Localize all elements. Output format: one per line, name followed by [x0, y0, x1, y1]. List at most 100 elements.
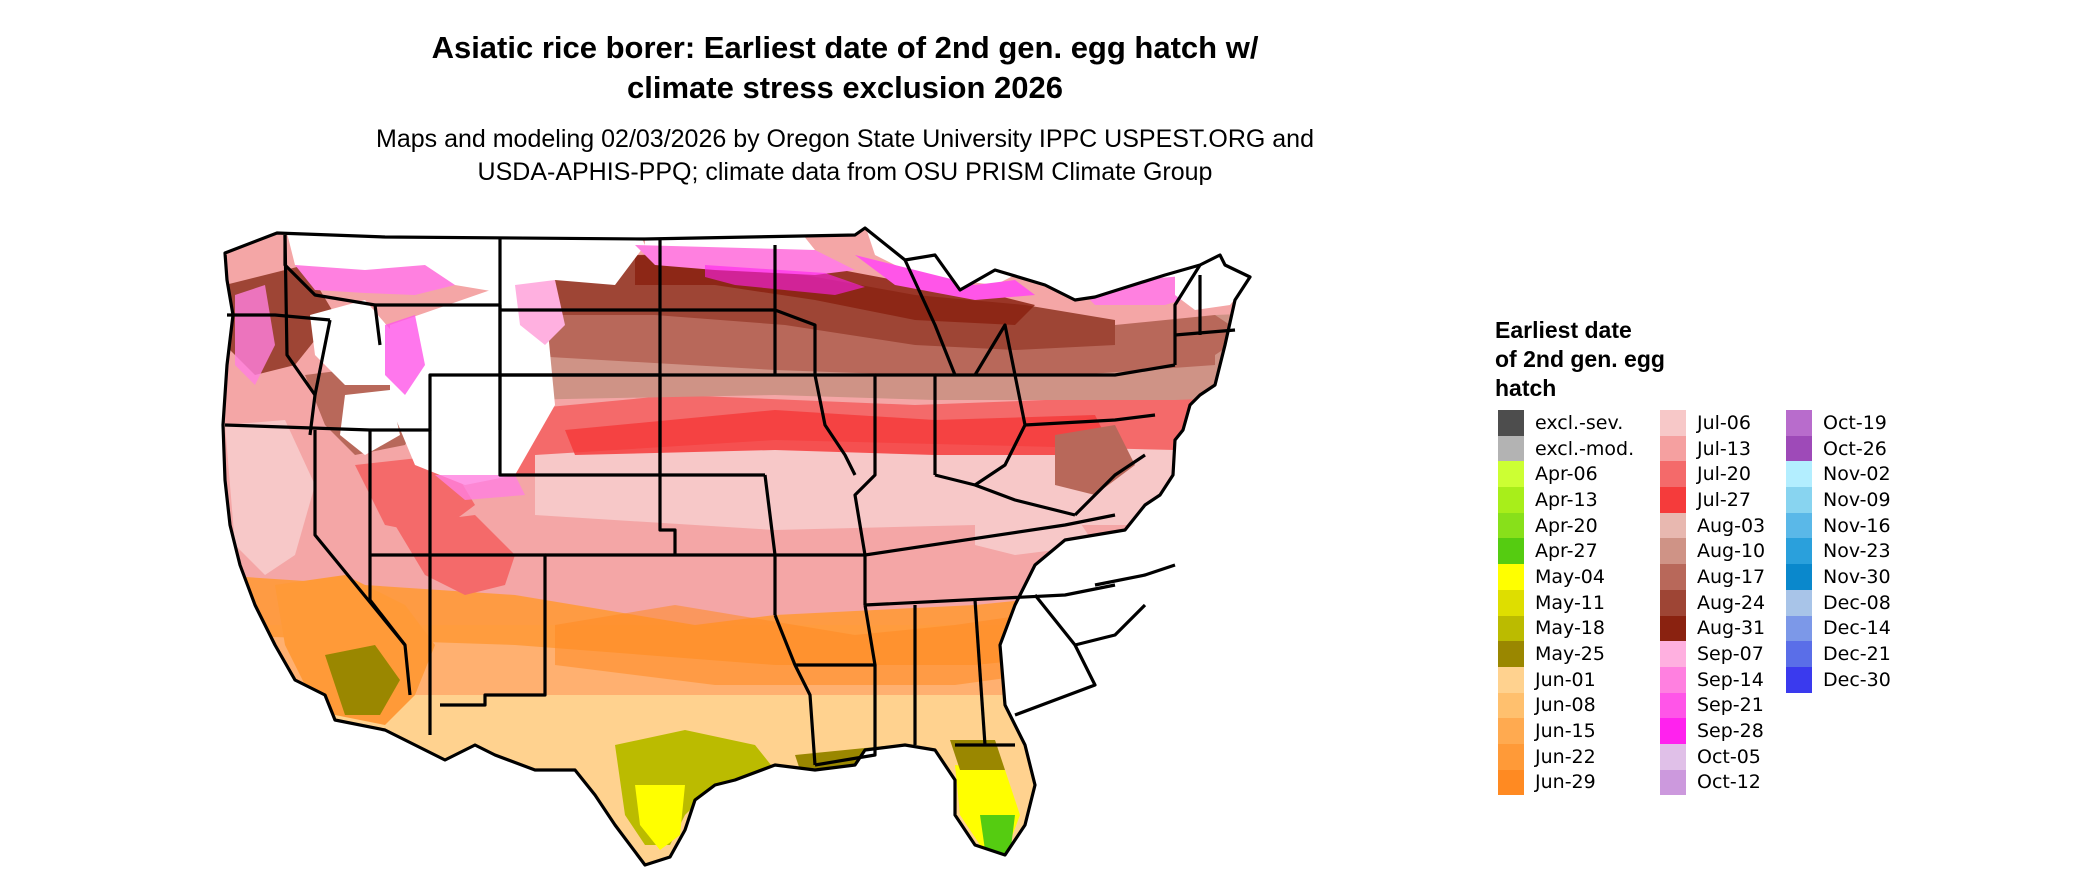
legend-column-1: excl.-sev. excl.-mod. Apr-06 Apr-13 Apr-20 Ap… [1498, 410, 1635, 796]
legend-label: Sep-28 [1697, 720, 1764, 743]
legend-label: Oct-12 [1697, 771, 1761, 794]
legend-swatch [1498, 718, 1524, 744]
map-title-line-2: climate stress exclusion 2026 [627, 70, 1063, 105]
legend-swatch [1498, 666, 1524, 693]
legend-item: Sep-28 [1660, 718, 1765, 744]
legend-swatch [1660, 487, 1686, 513]
legend-item: Apr-13 [1498, 487, 1634, 513]
legend-label: Nov-30 [1823, 565, 1891, 588]
map-title: Asiatic rice borer: Earliest date of 2nd… [330, 28, 1360, 108]
legend-label: Oct-05 [1697, 745, 1761, 768]
legend-swatch [1660, 410, 1686, 436]
legend-swatch [1498, 589, 1524, 616]
legend-label: Jun-01 [1535, 668, 1596, 691]
legend-label: May-11 [1535, 591, 1605, 614]
legend-title: Earliest date of 2nd gen. egg hatch [1495, 316, 1725, 403]
legend-label: Aug-03 [1697, 514, 1766, 537]
legend-swatch [1498, 538, 1524, 565]
legend-label: Dec-08 [1823, 591, 1891, 614]
legend-label: Apr-27 [1535, 540, 1598, 563]
legend-swatch [1786, 589, 1812, 616]
legend-swatch [1786, 641, 1812, 667]
legend-swatch [1660, 718, 1686, 744]
legend-label: Apr-13 [1535, 488, 1598, 511]
legend-label: May-18 [1535, 617, 1605, 640]
legend-label: Apr-20 [1535, 514, 1598, 537]
legend-column-3: Oct-19 Oct-26 Nov-02 Nov-09 Nov-16 Nov-23 Nov-… [1786, 410, 1891, 693]
legend-swatch [1660, 512, 1686, 539]
legend-item: Jul-13 [1660, 435, 1765, 462]
map-title-line-1: Asiatic rice borer: Earliest date of 2nd… [431, 30, 1259, 65]
legend-label: Aug-10 [1697, 540, 1766, 563]
legend-title-line-2: of 2nd gen. egg [1495, 346, 1665, 372]
legend-item: Oct-26 [1786, 435, 1891, 462]
legend-label: Jul-20 [1697, 463, 1751, 486]
legend-item: Dec-08 [1786, 589, 1891, 616]
legend-item: excl.-mod. [1498, 435, 1635, 462]
legend-swatch [1660, 538, 1686, 565]
legend-item: Oct-19 [1786, 410, 1891, 436]
legend-item: Sep-14 [1660, 666, 1765, 693]
legend-label: Jul-27 [1697, 488, 1751, 511]
map-subtitle: Maps and modeling 02/03/2026 by Oregon S… [250, 123, 1440, 189]
legend-item: Jul-27 [1660, 487, 1765, 513]
legend-swatch [1786, 512, 1812, 539]
legend-item: Apr-06 [1498, 461, 1634, 488]
legend-item: Aug-31 [1660, 615, 1765, 642]
legend-swatch [1498, 435, 1524, 462]
legend-item: Jul-20 [1660, 461, 1765, 488]
legend-label: Aug-17 [1697, 565, 1766, 588]
legend-swatch [1786, 615, 1812, 642]
legend-label: Sep-14 [1697, 668, 1764, 691]
legend-item: excl.-sev. [1498, 410, 1634, 436]
legend-item: Aug-03 [1660, 512, 1766, 539]
legend-item: Apr-20 [1498, 512, 1634, 539]
legend-item: Jul-06 [1660, 410, 1765, 436]
legend-swatch [1498, 564, 1524, 590]
legend-item: Nov-30 [1786, 564, 1891, 590]
legend-swatch [1786, 461, 1812, 488]
legend-item: Aug-17 [1660, 564, 1765, 590]
legend-swatch [1660, 461, 1686, 488]
legend-swatch [1660, 435, 1686, 462]
legend-item: Dec-30 [1786, 666, 1891, 693]
legend-swatch [1660, 692, 1686, 719]
legend-swatch [1498, 692, 1524, 719]
legend-swatch [1660, 666, 1686, 693]
legend-label: May-25 [1535, 643, 1605, 666]
legend-swatch [1498, 461, 1524, 488]
legend-item: May-04 [1498, 564, 1634, 590]
legend-item: Aug-24 [1660, 589, 1765, 616]
legend-swatch [1498, 769, 1524, 796]
legend-item: May-25 [1498, 641, 1634, 667]
legend-label: Jun-08 [1535, 694, 1596, 717]
us-hatch-date-map [221, 226, 1252, 867]
legend-item: Jun-29 [1498, 769, 1634, 796]
legend-swatch [1498, 641, 1524, 667]
legend-item: Jun-01 [1498, 666, 1634, 693]
legend-label: Dec-30 [1823, 668, 1891, 691]
legend-swatch [1786, 435, 1812, 462]
legend-swatch [1786, 538, 1812, 565]
legend-label: Dec-21 [1823, 643, 1891, 666]
legend-swatch [1786, 564, 1812, 590]
legend-item: Sep-07 [1660, 641, 1765, 667]
legend-column-2: Jul-06 Jul-13 Jul-20 Jul-27 Aug-03 Aug-10 Aug-… [1660, 410, 1766, 796]
legend-label: excl.-mod. [1535, 437, 1635, 460]
legend-label: Oct-19 [1823, 411, 1887, 434]
legend-label: Nov-16 [1823, 514, 1891, 537]
legend-label: Sep-21 [1697, 694, 1764, 717]
legend-item: Sep-21 [1660, 692, 1765, 719]
legend-item: Oct-12 [1660, 769, 1765, 796]
legend-swatch [1498, 410, 1524, 436]
legend-label: Apr-06 [1535, 463, 1598, 486]
legend-swatch [1498, 615, 1524, 642]
legend-label: excl.-sev. [1535, 411, 1624, 434]
legend-swatch [1786, 666, 1812, 693]
legend-swatch [1660, 564, 1686, 590]
legend-label: Sep-07 [1697, 643, 1764, 666]
legend-swatch [1786, 410, 1812, 436]
legend-item: Dec-21 [1786, 641, 1891, 667]
legend-item: Dec-14 [1786, 615, 1891, 642]
legend-item: Nov-09 [1786, 487, 1891, 513]
